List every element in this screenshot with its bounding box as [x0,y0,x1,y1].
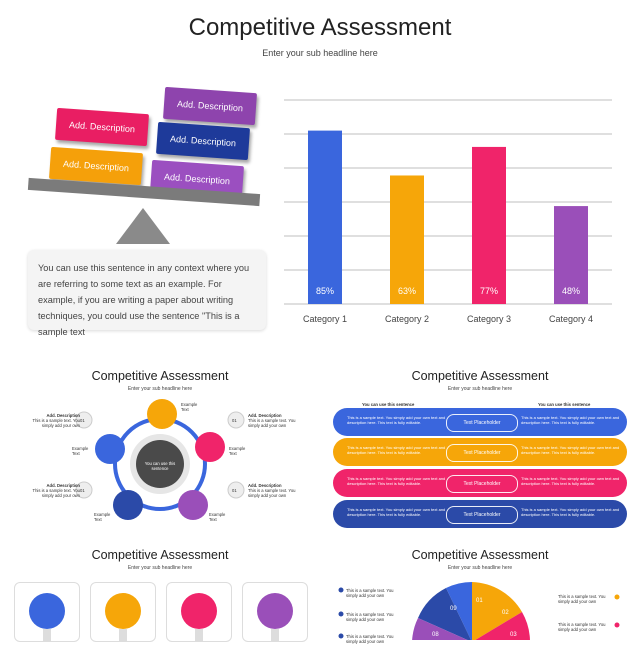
data-label-1: 85% [316,286,334,296]
thumb-pills-title: Competitive Assessment [411,369,549,383]
bar-4 [554,206,588,304]
x-tick-label-2: Category 2 [385,314,429,324]
pills-col-header-left: You can use this sentence [362,402,415,407]
cycle-desc-2: Add. Description This is a sample text. Y… [32,483,80,499]
data-label-4: 48% [562,286,580,296]
svg-text:08: 08 [432,632,439,638]
thumb-cycle-title: Competitive Assessment [91,369,229,383]
card-2 [90,582,156,642]
cycle-desc-4: Add. Description This is a sample text. Y… [248,483,296,499]
scale-fulcrum [116,208,170,244]
pie-item-2: This is a sample text. You simply add yo… [346,612,394,623]
svg-text:02: 02 [502,610,509,616]
cycle-num-3: 01 [232,418,237,423]
bar-chart: 85% Category 1 63% Category 2 77% Category 3 4… [284,99,612,324]
card-3 [166,582,232,642]
x-tick-label-1: Category 1 [303,314,347,324]
x-tick-label-3: Category 3 [467,314,511,324]
pie-diagram: 09 01 02 08 03 [412,582,530,640]
thumb-pie-title: Competitive Assessment [411,548,549,562]
cycle-example-4: Example Text [94,512,111,523]
thumb-cards-title: Competitive Assessment [91,548,229,562]
bar-3 [472,146,506,304]
svg-text:01: 01 [476,598,483,604]
scale-box-2: Add. Description [54,107,150,147]
body-text: You can use this sentence in any context… [38,263,250,337]
cycle-diagram [75,399,245,520]
cycle-num-2: 01 [80,488,85,493]
data-label-3: 77% [480,286,498,296]
cycle-example-1: Example Text [181,402,198,413]
data-label-2: 63% [398,286,416,296]
page-title: Competitive Assessment [188,14,452,41]
thumb-cards-subtitle: Enter your sub headline here [127,565,193,571]
card-4 [242,582,308,642]
card-1 [14,582,80,642]
cycle-desc-1: Add. Description This is a sample text. Y… [32,413,80,429]
pie-bullets-left [338,587,344,639]
svg-text:09: 09 [450,606,457,612]
cycle-num-4: 01 [232,488,237,493]
scale-box-3: Add. Description [155,121,251,161]
pill-row-3: This is a sample text. You simply add yo… [333,469,627,497]
bar-2 [390,175,424,304]
cycle-example-5: Example Text [72,446,89,457]
scale-box-1: Add. Description [162,86,258,126]
pie-bullets-right [614,594,620,628]
page-subtitle: Enter your sub headline here [262,48,378,58]
pie-item-5: This is a sample text. You simply add yo… [558,622,606,633]
pie-item-1: This is a sample text. You simply add yo… [346,588,394,599]
cycle-desc-3: Add. Description This is a sample text. Y… [248,413,296,429]
pills-col-header-right: You can use this sentence [538,402,591,407]
thumb-cycle-subtitle: Enter your sub headline here [127,386,193,392]
bar-1 [308,130,342,304]
thumb-pie-subtitle: Enter your sub headline here [447,565,513,571]
thumb-pills-subtitle: Enter your sub headline here [447,386,513,392]
x-tick-label-4: Category 4 [549,314,593,324]
svg-text:03: 03 [510,632,517,638]
cycle-example-2: Example Text [229,446,246,457]
text-card: You can use this sentence in any context… [28,250,266,337]
pill-row-2: This is a sample text. You simply add yo… [333,438,627,466]
pill-row-4: This is a sample text. You simply add yo… [333,500,627,528]
cycle-example-3: Example Text [209,512,226,523]
pie-item-3: This is a sample text. You simply add yo… [346,634,394,645]
cycle-num-1: 01 [80,418,85,423]
cycle-center-text: You can use this sentence [144,461,176,472]
pill-row-1: This is a sample text. You simply add yo… [333,408,627,436]
pie-item-4: This is a sample text. You simply add yo… [558,594,606,605]
